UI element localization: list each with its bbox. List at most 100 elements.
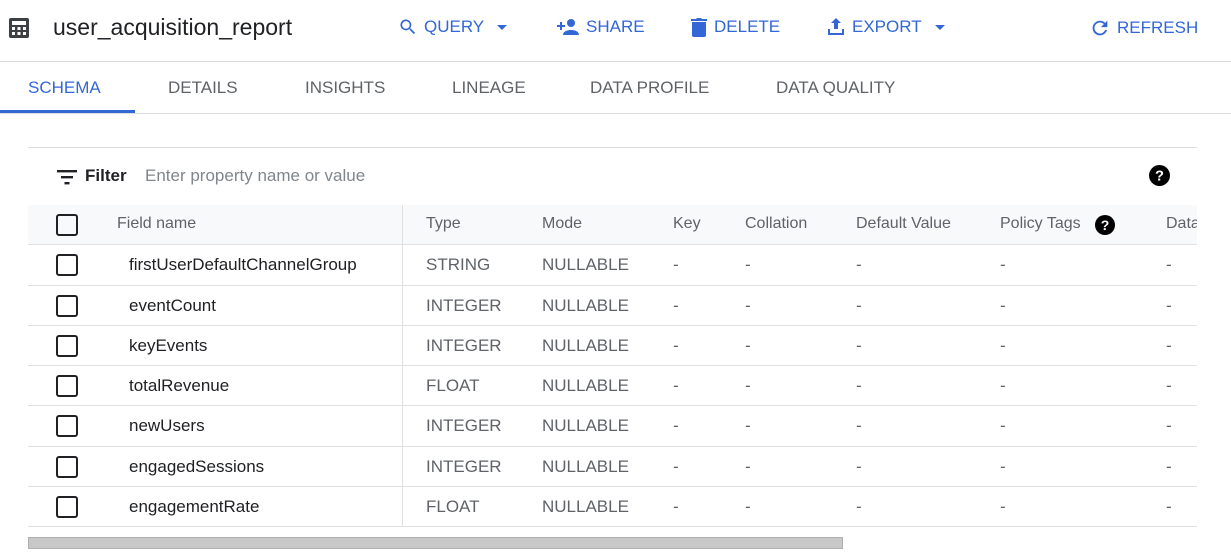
toolbar: user_acquisition_report QUERY SHARE DELE… xyxy=(0,0,1231,62)
cell-policy: - xyxy=(1000,497,1006,517)
help-icon[interactable]: ? xyxy=(1149,165,1170,186)
column-divider xyxy=(402,205,403,246)
cell-data: - xyxy=(1166,376,1172,396)
cell-collation: - xyxy=(745,497,751,517)
cell-type: INTEGER xyxy=(426,416,502,436)
cell-type: FLOAT xyxy=(426,376,480,396)
cell-key: - xyxy=(673,335,679,355)
table-row: newUsers INTEGER NULLABLE - - - - - xyxy=(28,406,1197,447)
table-icon xyxy=(9,18,29,38)
trash-icon xyxy=(691,18,707,37)
row-checkbox[interactable] xyxy=(56,375,78,398)
svg-text:?: ? xyxy=(1101,217,1110,233)
delete-button[interactable]: DELETE xyxy=(690,17,780,37)
cell-name: newUsers xyxy=(129,416,205,436)
tab-schema[interactable]: SCHEMA xyxy=(28,78,101,97)
col-data[interactable]: Data xyxy=(1166,215,1197,232)
cell-default: - xyxy=(856,335,862,355)
row-checkbox[interactable] xyxy=(56,254,78,277)
column-divider xyxy=(402,406,403,447)
svg-text:?: ? xyxy=(1155,169,1164,185)
cell-data: - xyxy=(1166,416,1172,436)
cell-name: engagedSessions xyxy=(129,456,265,476)
share-button[interactable]: SHARE xyxy=(556,17,645,37)
row-checkbox[interactable] xyxy=(56,415,78,438)
cell-key: - xyxy=(673,255,679,275)
filter-bar xyxy=(28,147,1197,205)
refresh-button[interactable]: REFRESH xyxy=(1089,17,1198,39)
cell-key: - xyxy=(673,376,679,396)
cell-key: - xyxy=(673,456,679,476)
row-checkbox[interactable] xyxy=(56,455,78,478)
cell-type: INTEGER xyxy=(426,335,502,355)
cell-policy: - xyxy=(1000,416,1006,436)
cell-default: - xyxy=(856,456,862,476)
chevron-down-icon xyxy=(934,25,945,30)
page-title: user_acquisition_report xyxy=(53,14,293,40)
cell-default: - xyxy=(856,376,862,396)
cell-policy: - xyxy=(1000,456,1006,476)
cell-mode: NULLABLE xyxy=(542,376,629,396)
col-key[interactable]: Key xyxy=(673,215,701,232)
col-mode[interactable]: Mode xyxy=(542,215,583,232)
cell-collation: - xyxy=(745,295,751,315)
cell-type: INTEGER xyxy=(426,295,502,315)
cell-data: - xyxy=(1166,335,1172,355)
search-icon xyxy=(400,19,416,35)
help-icon[interactable]: ? xyxy=(1095,215,1115,235)
cell-collation: - xyxy=(745,376,751,396)
table-header: Field name Type Mode Key Collation Defau… xyxy=(28,205,1197,246)
col-policy-tags[interactable]: Policy Tags xyxy=(1000,215,1081,232)
column-divider xyxy=(402,366,403,407)
table-row: firstUserDefaultChannelGroup STRING NULLAB… xyxy=(28,245,1197,286)
table-row: engagedSessions INTEGER NULLABLE - - - - - xyxy=(28,446,1197,488)
cell-key: - xyxy=(673,295,679,315)
tab-data-quality[interactable]: DATA QUALITY xyxy=(776,78,896,97)
cell-policy: - xyxy=(1000,295,1006,315)
cell-name: totalRevenue xyxy=(129,376,230,396)
horizontal-scrollbar[interactable] xyxy=(28,537,843,549)
filter-label: Filter xyxy=(85,166,127,185)
tab-details[interactable]: DETAILS xyxy=(168,78,238,97)
select-all-checkbox[interactable] xyxy=(56,214,78,236)
cell-type: STRING xyxy=(426,255,491,275)
row-checkbox[interactable] xyxy=(56,496,78,519)
tab-data-profile[interactable]: DATA PROFILE xyxy=(590,78,710,97)
cell-key: - xyxy=(673,416,679,436)
col-default-value[interactable]: Default Value xyxy=(856,215,951,232)
col-type[interactable]: Type xyxy=(426,215,461,232)
tab-lineage[interactable]: LINEAGE xyxy=(452,78,526,97)
table-row: eventCount INTEGER NULLABLE - - - - - xyxy=(28,285,1197,326)
cell-type: INTEGER xyxy=(426,456,502,476)
schema-table: Field name Type Mode Key Collation Defau… xyxy=(28,205,1197,528)
cell-collation: - xyxy=(745,456,751,476)
table-row: totalRevenue FLOAT NULLABLE - - - - - xyxy=(28,366,1197,407)
cell-default: - xyxy=(856,295,862,315)
cell-collation: - xyxy=(745,335,751,355)
cell-policy: - xyxy=(1000,335,1006,355)
cell-collation: - xyxy=(745,416,751,436)
filter-icon xyxy=(57,170,77,185)
chevron-down-icon xyxy=(497,25,508,30)
cell-mode: NULLABLE xyxy=(542,416,629,436)
column-divider xyxy=(402,487,403,528)
filter-input[interactable] xyxy=(145,164,1045,188)
column-divider xyxy=(402,446,403,488)
cell-key: - xyxy=(673,497,679,517)
cell-data: - xyxy=(1166,497,1172,517)
query-button[interactable]: QUERY xyxy=(398,17,514,37)
col-collation[interactable]: Collation xyxy=(745,215,808,232)
cell-default: - xyxy=(856,416,862,436)
col-field-name[interactable]: Field name xyxy=(117,215,197,232)
row-checkbox[interactable] xyxy=(56,334,78,357)
table-row: keyEvents INTEGER NULLABLE - - - - - xyxy=(28,325,1197,367)
column-divider xyxy=(402,325,403,367)
cell-mode: NULLABLE xyxy=(542,335,629,355)
row-checkbox[interactable] xyxy=(56,294,78,317)
cell-collation: - xyxy=(745,255,751,275)
export-button[interactable]: EXPORT xyxy=(826,17,952,37)
tab-insights[interactable]: INSIGHTS xyxy=(305,78,386,97)
cell-data: - xyxy=(1166,255,1172,275)
column-divider xyxy=(402,285,403,326)
cell-name: firstUserDefaultChannelGroup xyxy=(129,255,357,275)
